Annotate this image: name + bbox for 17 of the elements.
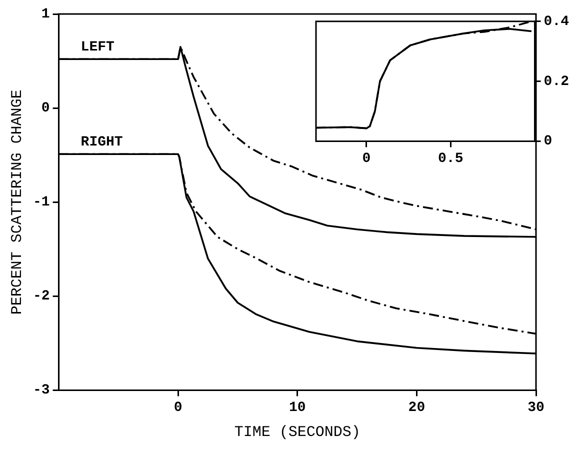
annotation: LEFT (80, 40, 114, 56)
x-tick-label: 10 (288, 400, 306, 416)
y-tick-label: 0 (41, 100, 50, 117)
y-tick-label: -3 (32, 382, 50, 399)
x-axis-title: TIME (SECONDS) (234, 424, 360, 441)
x-tick-label: 0 (174, 400, 182, 416)
x-tick-label: 0.5 (438, 151, 464, 168)
annotation: RIGHT (80, 134, 123, 151)
y-tick-label: -2 (32, 288, 50, 305)
x-tick-label: 20 (408, 400, 426, 416)
y2-tick-label: 0 (544, 134, 552, 150)
y-tick-label: 1 (41, 6, 50, 23)
y-axis-title: PERCENT SCATTERING CHANGE (8, 90, 26, 315)
y2-tick-label: 0.4 (544, 14, 570, 30)
y2-tick-label: 0.2 (544, 74, 570, 90)
x-tick-label: 30 (528, 400, 544, 416)
y-tick-label: -1 (32, 194, 50, 211)
